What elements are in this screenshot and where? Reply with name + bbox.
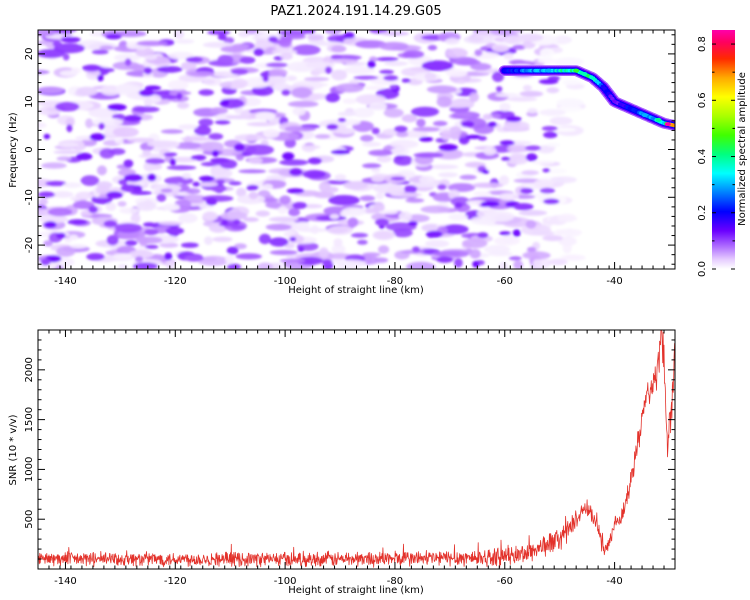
x-tick-label: -120 bbox=[164, 276, 187, 287]
colorbar: 0.0 0.2 0.4 0.6 0.8 Normalized spectral ampl… bbox=[697, 30, 748, 277]
snr-y-tick-label: 2000 bbox=[24, 357, 35, 382]
y-tick-label: -20 bbox=[24, 237, 35, 253]
colorbar-tick-label: 0.8 bbox=[697, 36, 708, 52]
spectrogram-heatmap bbox=[38, 30, 675, 269]
x-tick-label: -80 bbox=[387, 576, 403, 587]
x-tick-label: -120 bbox=[164, 576, 187, 587]
snr-y-tick-label: 500 bbox=[24, 510, 35, 529]
snr-panel: -140 -120 -100 -80 -60 -40 500 1000 1500 2000 Hei… bbox=[8, 329, 676, 596]
snr-xaxis-label: Height of straight line (km) bbox=[288, 585, 424, 596]
x-tick-label: -140 bbox=[54, 576, 77, 587]
spectrogram-yaxis-label: Frequency (Hz) bbox=[8, 112, 19, 188]
colorbar-gradient bbox=[712, 30, 735, 269]
x-tick-label: -40 bbox=[606, 576, 622, 587]
snr-yaxis-label: SNR (10 * v/v) bbox=[8, 414, 19, 485]
colorbar-label: Normalized spectral amplitude bbox=[737, 72, 748, 226]
spectrogram-panel: -140 -120 -100 -80 -60 -40 20 10 0 -10 -20 Height … bbox=[8, 29, 676, 296]
y-tick-label: 10 bbox=[24, 95, 35, 108]
y-tick-label: -10 bbox=[24, 189, 35, 205]
snr-y-tick-label: 1000 bbox=[24, 457, 35, 482]
x-tick-label: -140 bbox=[54, 276, 77, 287]
x-tick-label: -60 bbox=[497, 276, 513, 287]
colorbar-tick-label: 0.0 bbox=[697, 261, 708, 277]
x-tick-label: -100 bbox=[274, 276, 297, 287]
figure-title: PAZ1.2024.191.14.29.G05 bbox=[270, 4, 441, 19]
snr-ticks: -140 -120 -100 -80 -60 -40 500 1000 1500 2000 bbox=[24, 330, 676, 587]
colorbar-ticks: 0.0 0.2 0.4 0.6 0.8 bbox=[697, 36, 735, 277]
colorbar-tick-label: 0.2 bbox=[697, 205, 708, 221]
spectrogram-ticks: -140 -120 -100 -80 -60 -40 20 10 0 -10 -20 bbox=[24, 30, 676, 287]
colorbar-tick-label: 0.6 bbox=[697, 92, 708, 108]
x-tick-label: -80 bbox=[387, 276, 403, 287]
y-tick-label: 20 bbox=[24, 48, 35, 61]
snr-series-line bbox=[38, 330, 675, 568]
y-tick-label: 0 bbox=[24, 146, 35, 152]
snr-background bbox=[38, 330, 675, 569]
x-tick-label: -40 bbox=[606, 276, 622, 287]
x-tick-label: -60 bbox=[497, 576, 513, 587]
colorbar-tick-label: 0.4 bbox=[697, 149, 708, 165]
x-tick-label: -100 bbox=[274, 576, 297, 587]
spectrogram-xaxis-label: Height of straight line (km) bbox=[288, 285, 424, 296]
snr-y-tick-label: 1500 bbox=[24, 407, 35, 432]
